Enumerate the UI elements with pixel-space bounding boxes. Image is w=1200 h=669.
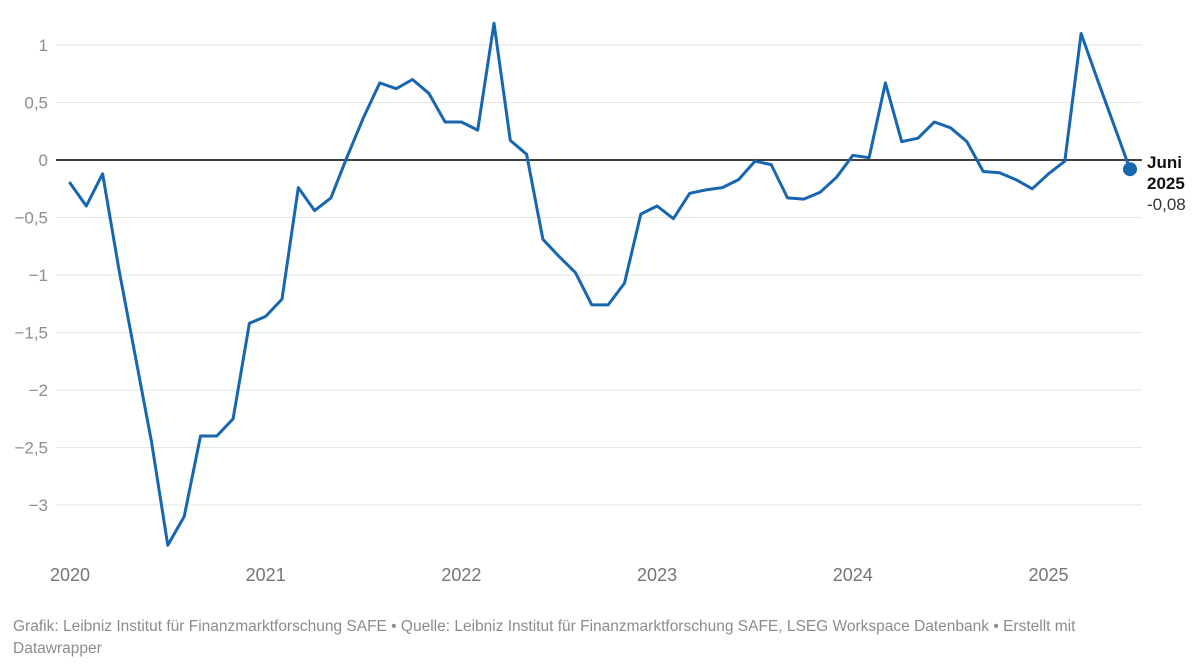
end-point-dot xyxy=(1123,162,1137,177)
y-tick-label: 0 xyxy=(39,151,48,170)
annotation-value: -0,08 xyxy=(1147,195,1186,214)
x-tick-label: 2022 xyxy=(441,565,481,585)
y-tick-label: −3 xyxy=(29,496,48,515)
chart-canvas: 1 0,5 0 −0,5 −1 −1,5 −2 −2,5 −3 2020 2021 2022 2023 2… xyxy=(14,21,1142,585)
y-tick-label: 0,5 xyxy=(24,94,48,113)
y-tick-label: 1 xyxy=(39,36,48,55)
x-tick-label: 2021 xyxy=(246,565,286,585)
x-tick-label: 2023 xyxy=(637,565,677,585)
y-tick-label: −1,5 xyxy=(14,324,48,343)
x-tick-label: 2024 xyxy=(833,565,873,585)
footer-line2: Datawrapper xyxy=(13,639,102,657)
y-tick-label: −1 xyxy=(29,266,48,285)
y-tick-label: −2,5 xyxy=(14,439,48,458)
attribution-footer: Grafik: Leibniz Institut für Finanzmarkt… xyxy=(13,616,1173,659)
x-tick-label: 2020 xyxy=(50,565,90,585)
y-tick-label: −2 xyxy=(29,381,48,400)
series-line xyxy=(68,21,1132,547)
footer-line1: Grafik: Leibniz Institut für Finanzmarkt… xyxy=(13,618,1076,635)
line-chart: 1 0,5 0 −0,5 −1 −1,5 −2 −2,5 −3 2020 2021 2022 2023 2… xyxy=(14,21,1142,585)
y-tick-label: −0,5 xyxy=(14,209,48,228)
annotation-year: 2025 xyxy=(1147,174,1185,193)
x-tick-label: 2025 xyxy=(1028,565,1068,585)
end-point-annotation: Juni 2025 -0,08 xyxy=(1147,152,1186,215)
annotation-month: Juni xyxy=(1147,153,1182,172)
